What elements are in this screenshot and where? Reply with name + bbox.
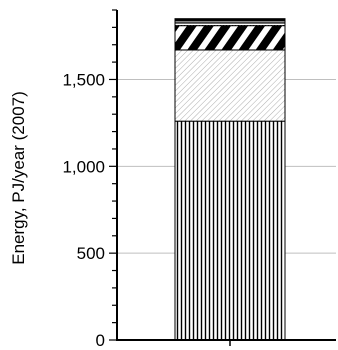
axes xyxy=(116,10,336,346)
y-tick-label: 500 xyxy=(77,244,105,263)
bar-segment-6 xyxy=(174,18,286,21)
bar-segment-2 xyxy=(174,49,286,122)
y-tick-label: 1,000 xyxy=(62,157,105,176)
y-ticks: 0 500 1,000 1,500 xyxy=(62,9,117,350)
bar-segment-3 xyxy=(174,25,286,51)
y-axis-label: Energy, PJ/year (2007) xyxy=(9,91,28,265)
y-tick-label: 0 xyxy=(96,331,105,350)
bar-stack xyxy=(174,18,286,341)
y-tick-label: 1,500 xyxy=(62,70,105,89)
bar-segment-1 xyxy=(174,120,286,341)
